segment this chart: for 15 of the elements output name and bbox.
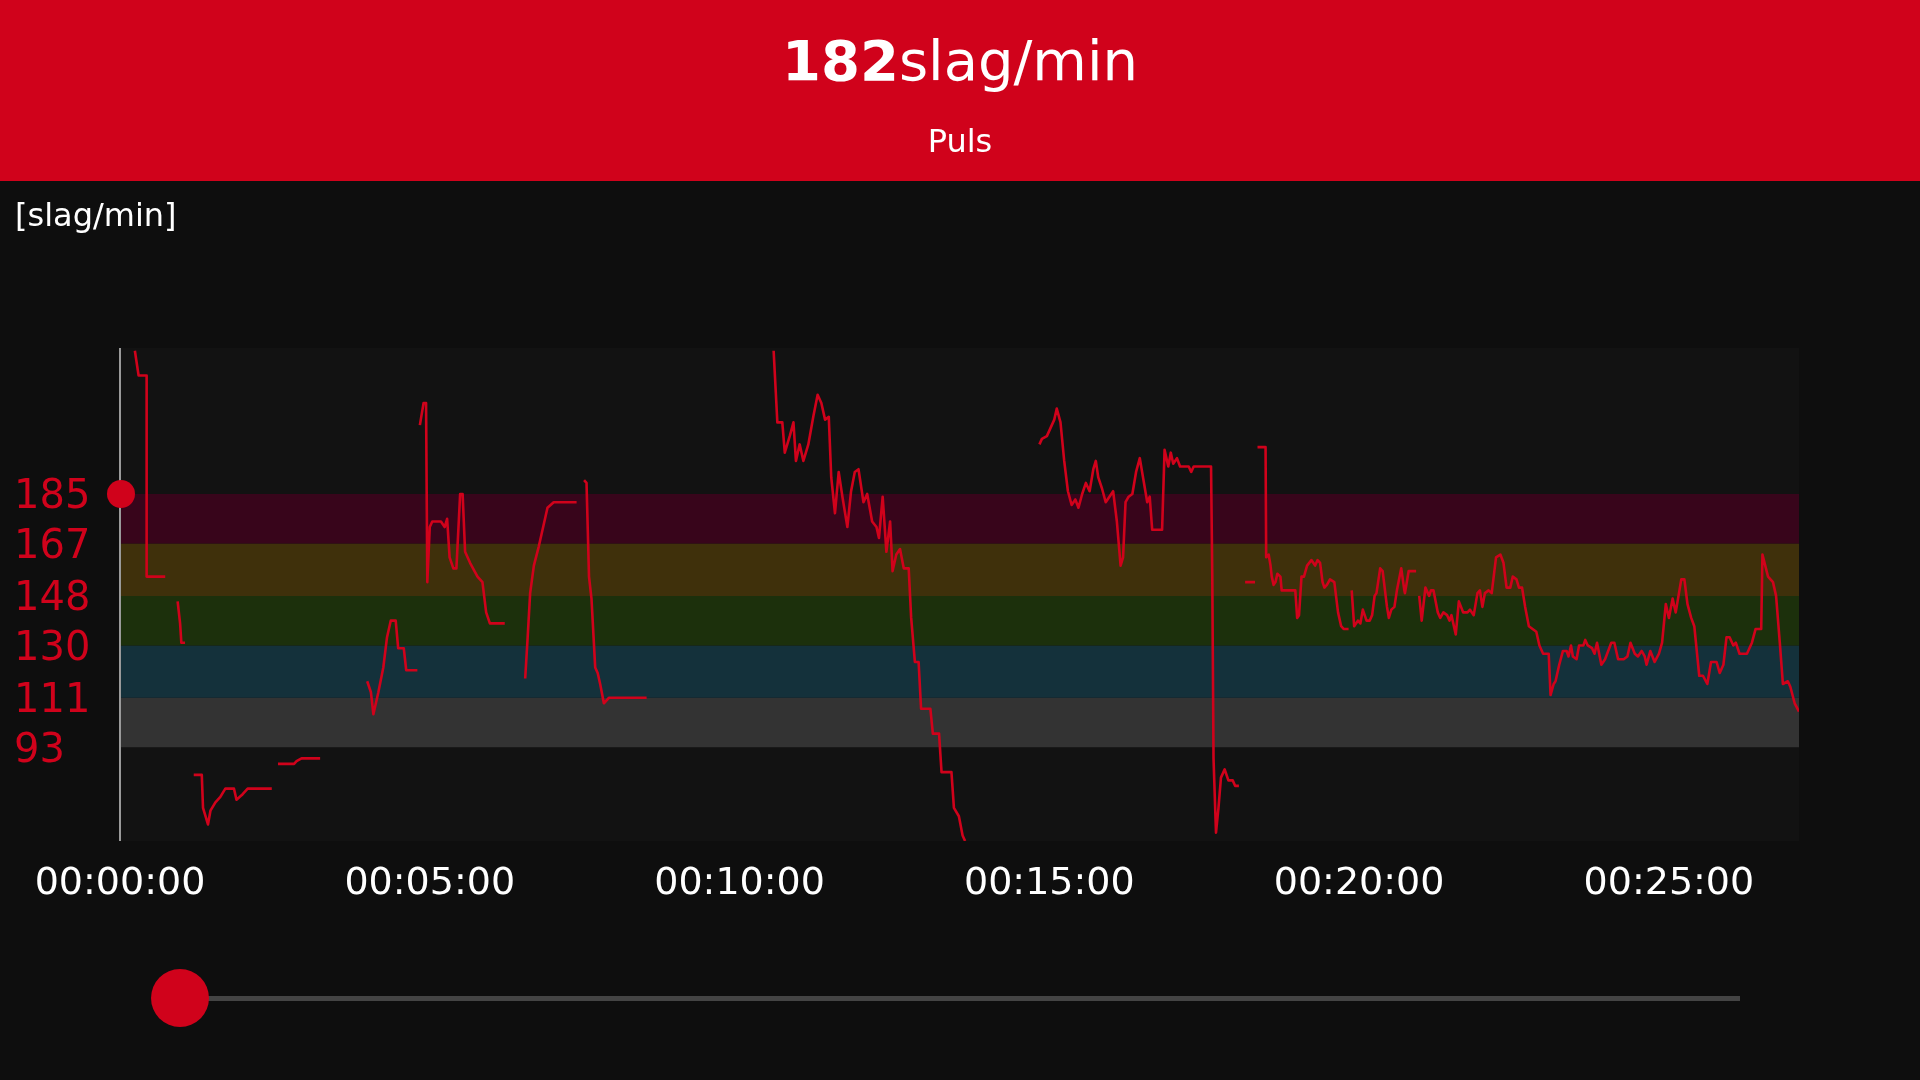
x-tick-label: 00:15:00 xyxy=(964,858,1135,903)
x-tick-label: 00:10:00 xyxy=(654,858,825,903)
y-tick-label: 93 xyxy=(14,724,65,771)
y-tick-label: 130 xyxy=(14,622,91,669)
y-tick-label: 185 xyxy=(14,471,91,518)
x-tick-label: 00:05:00 xyxy=(344,858,516,903)
y-tick-label: 148 xyxy=(14,573,91,620)
chart-title: 182slag/min xyxy=(782,28,1138,93)
chart-subtitle: Puls xyxy=(926,122,994,160)
y-axis-title: [slag/min] xyxy=(15,196,177,234)
y-tick-label: 111 xyxy=(14,675,91,722)
x-tick-label: 00:25:00 xyxy=(1583,858,1755,903)
x-tick-label: 00:00:00 xyxy=(34,858,206,903)
y-tick-label: 167 xyxy=(14,520,91,567)
x-tick-label: 00:20:00 xyxy=(1273,858,1445,903)
